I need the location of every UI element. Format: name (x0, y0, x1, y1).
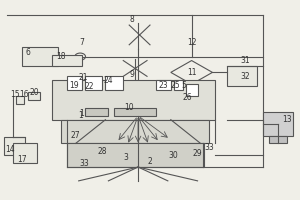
Text: 21: 21 (78, 73, 88, 82)
Bar (16, 96, 24, 104)
Bar (174, 80, 183, 90)
Text: 9: 9 (130, 70, 135, 79)
Text: 22: 22 (84, 82, 94, 91)
Text: 17: 17 (17, 155, 27, 164)
Bar (28, 92, 40, 100)
Bar (105, 76, 123, 90)
Text: 33: 33 (205, 143, 214, 152)
Text: 1: 1 (79, 109, 84, 118)
Text: 24: 24 (103, 76, 113, 85)
Text: 15: 15 (10, 90, 20, 99)
Bar (85, 108, 108, 116)
Text: 32: 32 (240, 72, 250, 81)
Text: 31: 31 (240, 56, 250, 65)
Text: 28: 28 (98, 147, 107, 156)
Text: 19: 19 (69, 81, 79, 90)
Text: 33: 33 (80, 159, 89, 168)
Bar (52, 55, 82, 66)
Bar (227, 66, 257, 86)
Text: 27: 27 (71, 131, 80, 140)
Bar (52, 80, 215, 120)
Bar (269, 136, 287, 143)
Text: 20: 20 (29, 88, 39, 97)
Bar (85, 76, 102, 90)
Text: 18: 18 (56, 52, 66, 61)
Text: 2: 2 (148, 157, 152, 166)
Bar (156, 80, 171, 90)
Text: 25: 25 (170, 81, 180, 90)
Text: 10: 10 (124, 103, 134, 112)
Bar (22, 47, 58, 66)
Text: 8: 8 (130, 15, 134, 24)
Text: 30: 30 (169, 151, 179, 160)
Bar (114, 108, 156, 116)
Text: 1: 1 (78, 111, 82, 120)
Text: 3: 3 (124, 153, 129, 162)
Text: 6: 6 (26, 48, 31, 57)
Bar (263, 112, 293, 136)
Text: 14: 14 (5, 145, 15, 154)
Text: 29: 29 (193, 149, 202, 158)
Text: 12: 12 (187, 38, 196, 47)
Text: 11: 11 (187, 68, 196, 77)
Text: 7: 7 (79, 38, 84, 47)
Text: 23: 23 (159, 81, 168, 90)
Text: 16: 16 (19, 90, 28, 99)
Text: 13: 13 (282, 115, 292, 124)
Bar (61, 120, 209, 143)
Text: 26: 26 (182, 93, 192, 102)
Text: 5: 5 (182, 81, 187, 90)
Bar (4, 137, 25, 155)
Bar (13, 143, 37, 163)
Bar (186, 84, 198, 96)
Bar (67, 76, 82, 90)
Bar (67, 143, 203, 167)
